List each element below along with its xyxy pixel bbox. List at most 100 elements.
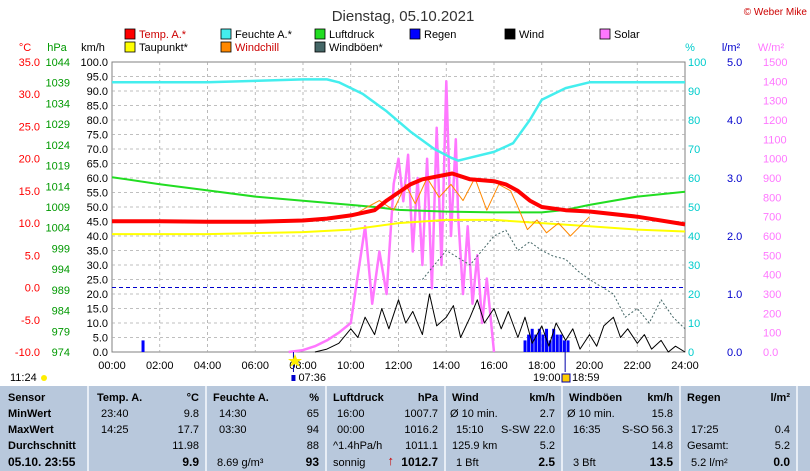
solar-tick-label: 200 [763, 308, 781, 320]
x-tick-label: 02:00 [146, 360, 174, 372]
x-tick-label: 00:00 [98, 360, 126, 372]
hum-tick-label: 80 [688, 115, 700, 127]
sun-icon [288, 354, 302, 367]
rain-tick-label: 2.0 [727, 231, 742, 243]
legend-swatch [314, 28, 326, 40]
row-label-avg: Durchschnitt [8, 440, 76, 452]
temp-header: Temp. A. [97, 392, 143, 404]
solar-tick-label: 100 [763, 328, 781, 340]
press-tick-label: 999 [52, 243, 70, 255]
wind-tick-label: 5.0 [93, 333, 108, 345]
legend-label: Solar [614, 29, 640, 41]
press-tick-label: 1014 [46, 181, 70, 193]
wind-current-value: 2.5 [538, 455, 555, 469]
summary-table: Sensor MinWert MaxWert Durchschnitt 05.1… [0, 386, 810, 471]
sensor-header: Sensor [8, 392, 46, 404]
wind-tick-label: 60.0 [87, 173, 108, 185]
sunset-time: 18:59 [572, 372, 600, 384]
hum-tick-label: 100 [688, 57, 706, 69]
press-tick-label: 1019 [46, 161, 70, 173]
press-tick-label: 1004 [46, 223, 70, 235]
legend-label: Temp. A.* [139, 29, 187, 41]
wind-run: 125.9 km [452, 440, 498, 452]
series-line-taupunkt [112, 218, 686, 236]
gust-beaufort: 3 Bft [573, 457, 596, 469]
wind-min-label: Ø 10 min. [450, 408, 498, 420]
wind-tick-label: 15.0 [87, 304, 108, 316]
temp-tick-label: 10.0 [19, 218, 40, 230]
forecast-text: sonnig [333, 457, 366, 469]
rain-bar [548, 340, 552, 352]
solar-tick-label: 900 [763, 173, 781, 185]
x-tick-label: 06:00 [241, 360, 269, 372]
wind-header: Wind [452, 392, 479, 404]
temp-tick-label: 20.0 [19, 154, 40, 166]
wind-tick-label: 50.0 [87, 202, 108, 214]
hum-tick-label: 20 [688, 289, 700, 301]
legend-label: Taupunkt* [139, 42, 189, 54]
wind-avg-value: 5.2 [539, 440, 555, 452]
pressure-trend: ^1.4hPa/h [333, 440, 383, 452]
temp-avg-value: 11.98 [172, 440, 199, 452]
temp-tick-label: -10.0 [15, 347, 40, 359]
x-tick-label: 24:00 [671, 360, 699, 372]
rain-unit: l/m² [770, 392, 790, 404]
solar-tick-label: 500 [763, 250, 781, 262]
rain-bar [523, 340, 527, 352]
rain-total-label: Gesamt: [687, 440, 729, 452]
gust-header: Windböen [569, 392, 623, 404]
pressure-min-value: 1007.7 [404, 408, 438, 420]
rain-bar [555, 334, 559, 352]
wind-column: Wind km/h Ø 10 min. 2.7 15:10 S-SW 22.0 … [444, 386, 561, 471]
temp-tick-label: 5.0 [25, 250, 40, 262]
wind-unit: km/h [529, 392, 555, 404]
rain-bar [541, 334, 545, 352]
x-tick-label: 04:00 [194, 360, 222, 372]
wind-beaufort: 1 Bft [456, 457, 479, 469]
wind-min-value: 2.7 [539, 408, 555, 420]
series-line-solar [288, 80, 496, 354]
solar-tick-label: 1000 [763, 154, 787, 166]
wind-tick-label: 40.0 [87, 231, 108, 243]
press-tick-label: 1029 [46, 119, 70, 131]
weather-chart: Dienstag, 05.10.2021 © Weber Mike Temp. A.… [10, 7, 807, 384]
humidity-current-value: 93 [305, 455, 319, 469]
solar-tick-label: 600 [763, 231, 781, 243]
legend-swatch [599, 28, 611, 40]
wind-tick-label: 10.0 [87, 318, 108, 330]
pressure-current-value: 1012.7 [401, 455, 438, 469]
humidity-avg-value: 88 [306, 440, 319, 452]
wind-tick-label: 90.0 [87, 86, 108, 98]
chart-title: Dienstag, 05.10.2021 [332, 8, 475, 25]
row-label-min: MinWert [8, 408, 52, 420]
sunrise-bar-icon [291, 375, 296, 381]
solar-axis-unit: W/m² [758, 42, 785, 54]
series-line-windböen [422, 229, 686, 330]
rain-bar [537, 328, 541, 352]
abs-humidity: 8.69 g/m³ [217, 457, 264, 469]
legend-label: Regen [424, 29, 456, 41]
rain-header: Regen [687, 392, 721, 404]
legend-label: Feuchte A.* [235, 29, 293, 41]
gust-max-time: 16:35 [573, 424, 601, 436]
temp-max-value: 17.7 [177, 424, 199, 436]
rain-max-value: 0.4 [774, 424, 790, 436]
wind-tick-label: 25.0 [87, 275, 108, 287]
humidity-min-time: 14:30 [219, 408, 247, 420]
x-tick-label: 22:00 [623, 360, 651, 372]
gust-min-label: Ø 10 min. [567, 408, 615, 420]
temp-tick-label: 25.0 [19, 121, 40, 133]
x-tick-label: 16:00 [480, 360, 508, 372]
press-tick-label: 989 [52, 285, 70, 297]
x-tick-label: 20:00 [576, 360, 604, 372]
series-line-temp-a [112, 171, 686, 227]
humidity-axis-unit: % [685, 42, 695, 54]
press-tick-label: 1034 [46, 98, 70, 110]
solar-noon-time: 19:00 [533, 372, 561, 384]
press-tick-label: 1024 [46, 140, 70, 152]
temp-tick-label: -5.0 [21, 315, 40, 327]
temp-min-time: 23:40 [101, 408, 129, 420]
rain-tick-label: 5.0 [727, 57, 742, 69]
pressure-rising-arrow-icon: ↑ [387, 453, 395, 468]
wind-tick-label: 45.0 [87, 217, 108, 229]
